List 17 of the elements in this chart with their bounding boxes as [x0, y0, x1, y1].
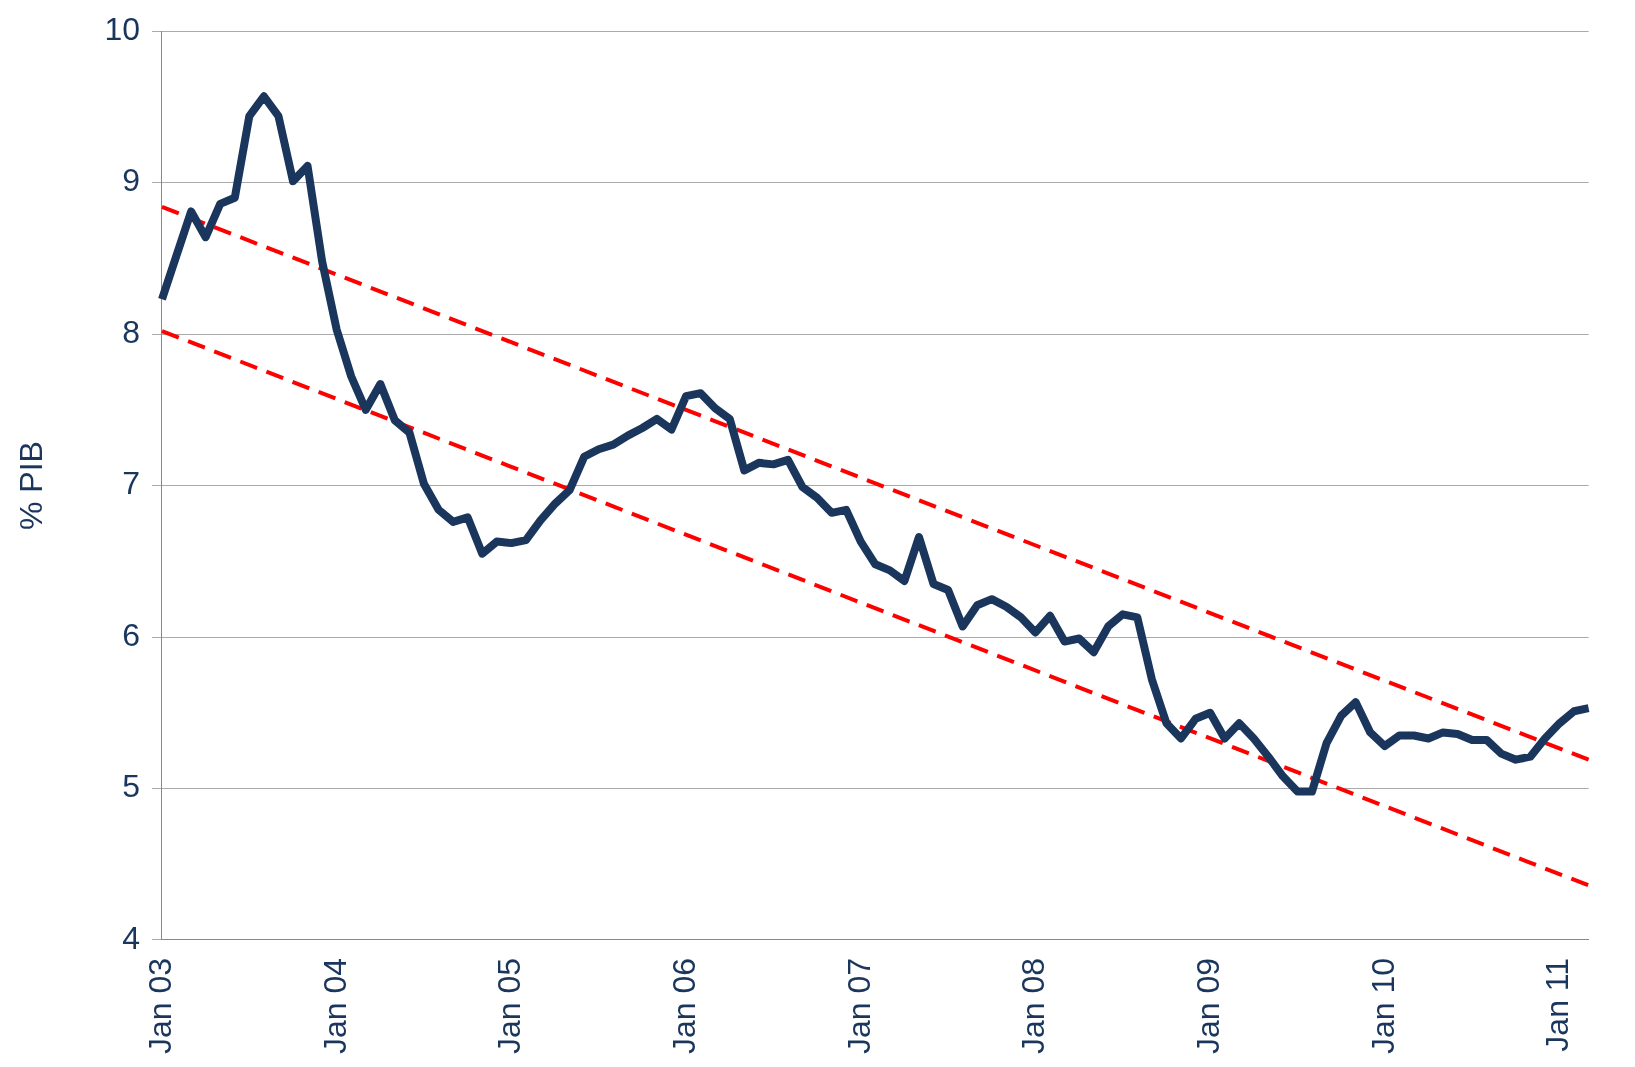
x-tick-label: Jan 05: [491, 957, 528, 1054]
x-tick-label: Jan 06: [665, 957, 702, 1054]
y-tick-label: 7: [122, 465, 140, 502]
y-axis-title: % PIB: [13, 441, 50, 531]
x-tick-label: Jan 07: [840, 957, 877, 1054]
y-tick-label: 4: [122, 919, 140, 956]
y-tick-label: 5: [122, 768, 140, 805]
x-tick-label: Jan 04: [316, 957, 353, 1054]
x-tick-label: Jan 09: [1189, 957, 1226, 1054]
y-tick-label: 10: [104, 11, 140, 48]
x-tick-label: Jan 10: [1364, 957, 1401, 1054]
y-tick-label: 8: [122, 313, 140, 350]
x-tick-label: Jan 03: [141, 957, 178, 1054]
y-tick-label: 6: [122, 616, 140, 653]
x-tick-label: Jan 08: [1015, 957, 1052, 1054]
y-tick-label: 9: [122, 162, 140, 199]
x-tick-label: Jan 11: [1539, 957, 1576, 1052]
